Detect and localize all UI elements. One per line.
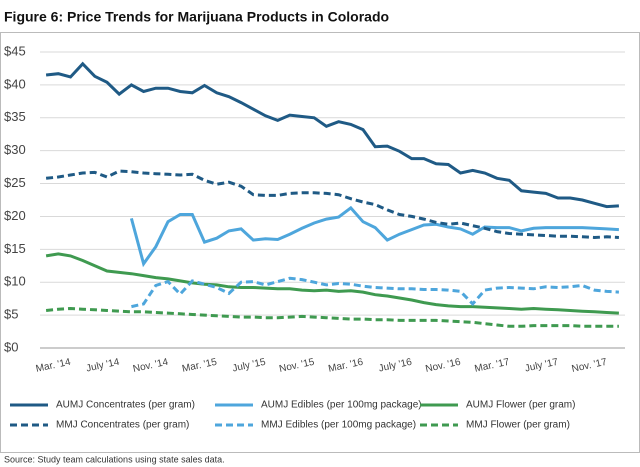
y-tick-label: $0 xyxy=(4,339,18,354)
legend-label: MMJ Concentrates (per gram) xyxy=(56,420,189,431)
y-tick-label: $15 xyxy=(4,241,26,256)
x-tick-label: July '14 xyxy=(85,357,121,375)
x-tick-label: Mar. '17 xyxy=(474,357,511,375)
x-tick-label: Mar. '14 xyxy=(35,357,72,375)
x-tick-label: Nov. '14 xyxy=(132,357,170,375)
x-tick-label: Nov. '16 xyxy=(424,357,462,375)
y-tick-label: $10 xyxy=(4,274,26,289)
x-tick-label: July '15 xyxy=(231,357,267,375)
series-line xyxy=(45,306,619,328)
series-line xyxy=(129,205,619,268)
legend-label: AUMJ Edibles (per 100mg package) xyxy=(261,400,422,411)
x-tick-label: July '17 xyxy=(524,357,560,375)
x-tick-label: July '16 xyxy=(378,357,414,375)
x-tick-label: Nov. '15 xyxy=(278,357,316,375)
y-tick-label: $30 xyxy=(4,142,26,157)
source-note: Source: Study team calculations using st… xyxy=(4,454,225,464)
legend-label: AUMJ Concentrates (per gram) xyxy=(56,400,195,411)
x-tick-label: Mar. '16 xyxy=(327,357,364,375)
series-line xyxy=(45,252,619,315)
legend-label: MMJ Edibles (per 100mg package) xyxy=(261,420,416,431)
y-tick-label: $45 xyxy=(4,43,26,58)
y-tick-label: $5 xyxy=(4,307,18,322)
series-line xyxy=(45,61,619,209)
chart-title: Figure 6: Price Trends for Marijuana Pro… xyxy=(4,9,389,25)
x-tick-label: Nov. '17 xyxy=(571,357,609,375)
y-tick-label: $40 xyxy=(4,76,26,91)
frame xyxy=(0,32,640,453)
y-tick-label: $20 xyxy=(4,208,26,223)
y-tick-label: $35 xyxy=(4,109,26,124)
y-tick-label: $25 xyxy=(4,175,26,190)
legend-label: AUMJ Flower (per gram) xyxy=(466,400,575,411)
x-tick-label: Mar. '15 xyxy=(181,357,218,375)
series-line xyxy=(131,276,619,309)
legend-label: MMJ Flower (per gram) xyxy=(466,420,570,431)
